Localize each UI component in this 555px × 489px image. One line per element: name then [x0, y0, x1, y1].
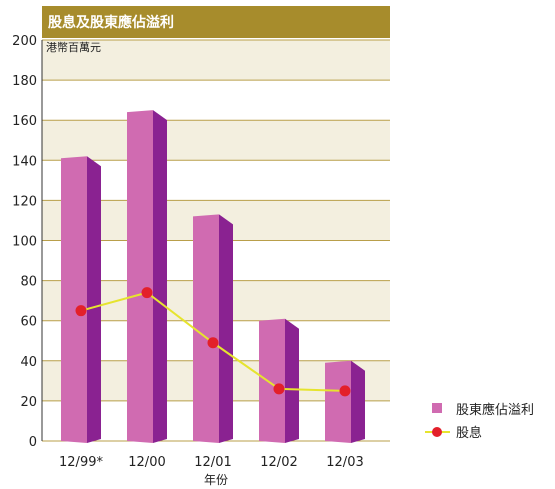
y-tick-label: 180 — [12, 74, 37, 89]
y-tick-label: 160 — [12, 114, 37, 129]
bar-side — [219, 214, 233, 443]
y-tick-label: 200 — [12, 34, 37, 49]
x-tick-label: 12/03 — [326, 455, 363, 470]
data-point — [141, 287, 153, 299]
data-point — [273, 383, 285, 395]
plot-band — [42, 120, 390, 161]
legend-swatch-marker — [432, 427, 442, 437]
legend-label-line: 股息 — [456, 425, 482, 441]
data-point — [75, 305, 87, 317]
y-tick-label: 100 — [12, 235, 37, 250]
y-tick-label: 140 — [12, 154, 37, 169]
bar — [193, 214, 219, 443]
bar-side — [285, 318, 299, 443]
legend-label-bar: 股東應佔溢利 — [456, 402, 534, 418]
title-bar — [42, 6, 390, 38]
bar-side — [87, 156, 101, 444]
y-tick-label: 0 — [29, 435, 37, 450]
legend-swatch-bar — [432, 403, 442, 413]
data-point — [339, 385, 351, 397]
legend: 股東應佔溢利 股息 — [425, 402, 534, 441]
chart-title: 股息及股東應佔溢利 — [48, 14, 174, 31]
y-tick-label: 20 — [20, 395, 37, 410]
y-axis-unit: 港幣百萬元 — [46, 41, 101, 54]
y-tick-label: 40 — [20, 355, 37, 370]
data-point — [207, 337, 219, 349]
x-tick-label: 12/99* — [59, 455, 103, 470]
y-tick-label: 80 — [20, 275, 37, 290]
x-tick-label: 12/02 — [260, 455, 297, 470]
y-tick-label: 120 — [12, 194, 37, 209]
bar — [61, 156, 87, 444]
bar — [259, 318, 285, 443]
bar — [127, 110, 153, 444]
dividend-line — [75, 287, 351, 397]
y-axis-ticks: 0 20 40 60 80 100 120 140 160 180 200 — [12, 34, 37, 450]
plot-band — [42, 40, 390, 81]
bar-side — [351, 360, 365, 443]
x-tick-label: 12/01 — [194, 455, 231, 470]
bar-side — [153, 110, 167, 444]
x-axis-label: 年份 — [204, 473, 228, 487]
y-tick-label: 60 — [20, 315, 37, 330]
bar — [325, 360, 351, 443]
x-axis-ticks: 12/99* 12/00 12/01 12/02 12/03 — [59, 455, 364, 470]
x-tick-label: 12/00 — [128, 455, 165, 470]
bars — [61, 110, 365, 444]
